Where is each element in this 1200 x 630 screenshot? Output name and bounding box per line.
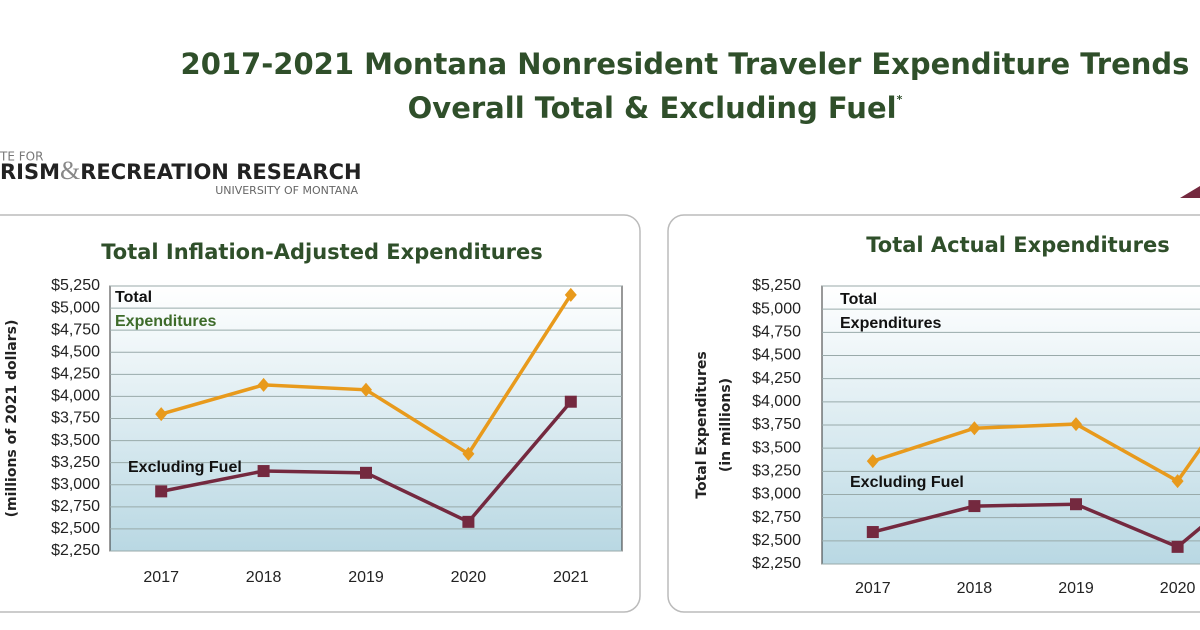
marker [462,515,475,528]
y-tick-label: $2,750 [51,498,100,515]
chart-title: Total Inflation-Adjusted Expenditures [101,240,543,264]
marker [1070,498,1082,511]
y-axis-label: (in millions) [718,378,734,472]
x-tick-label: 2019 [1058,580,1094,597]
y-tick-label: $3,000 [51,476,100,493]
footnote-mark: * [897,93,903,106]
logo-sub: UNIVERSITY OF MONTANA [215,184,358,197]
y-tick-label: $3,000 [752,486,801,503]
y-axis-label: (millions of 2021 dollars) [4,320,20,518]
y-tick-label: $2,250 [752,555,801,572]
y-tick-label: $5,250 [51,277,100,294]
y-tick-label: $2,750 [752,509,801,526]
x-tick-label: 2019 [348,569,384,586]
marker [564,395,577,408]
y-axis-label: Total Expenditures [694,351,710,498]
y-tick-label: $4,750 [51,321,100,338]
logo-amp: & [60,156,80,185]
annotation: Excluding Fuel [850,474,964,491]
subtitle-line: Overall Total & Excluding Fuel [408,91,897,125]
subtitle: Overall Total & Excluding Fuel* [408,91,903,125]
marker [257,465,270,478]
y-tick-label: $3,500 [51,432,100,449]
title: 2017-2021 Montana Nonresident Traveler E… [181,47,1190,81]
y-tick-label: $4,500 [51,343,100,360]
marker [564,287,577,302]
x-tick-label: 2018 [957,580,993,597]
marker [155,407,168,422]
marker [968,421,981,436]
marker [1070,417,1082,432]
y-tick-label: $4,000 [51,388,100,405]
chart-title: Total Actual Expenditures [866,233,1170,257]
annotation: Total [840,291,877,308]
annotation: Expenditures [840,315,941,332]
marker [360,466,372,479]
y-tick-label: $5,000 [752,300,801,317]
y-tick-label: $2,500 [51,520,100,537]
x-tick-label: 2018 [246,569,282,586]
marker [360,382,372,397]
y-tick-label: $2,250 [51,542,100,559]
title-line: 2017-2021 Montana Nonresident Traveler E… [181,47,1190,81]
marker [866,454,879,469]
y-tick-label: $4,750 [752,324,801,341]
logo-part: RISM [0,160,60,184]
annotation: Expenditures [115,313,216,330]
y-tick-label: $5,250 [752,277,801,294]
x-tick-label: 2020 [1160,580,1196,597]
marker [462,446,475,461]
y-tick-label: $4,250 [51,366,100,383]
marker [155,485,168,498]
marker [257,377,270,392]
decor [1180,186,1200,198]
y-tick-label: $3,250 [51,454,100,471]
y-tick-label: $5,000 [51,299,100,316]
y-tick-label: $4,000 [752,393,801,410]
x-tick-label: 2021 [553,569,589,586]
marker [866,526,879,539]
x-tick-label: 2017 [855,580,891,597]
x-tick-label: 2017 [143,569,179,586]
marker [968,500,981,513]
x-tick-label: 2020 [451,569,487,586]
y-tick-label: $3,750 [51,410,100,427]
y-tick-label: $4,500 [752,347,801,364]
logo-title: RISM&RECREATION RESEARCH [0,156,362,185]
logo-part: RECREATION RESEARCH [80,160,361,184]
marker [1171,474,1184,489]
y-tick-label: $3,250 [752,463,801,480]
y-tick-label: $3,750 [752,416,801,433]
y-tick-label: $3,500 [752,439,801,456]
logo-line: TE FOR [0,150,43,164]
y-tick-label: $2,500 [752,532,801,549]
marker [1171,540,1184,553]
annotation: Excluding Fuel [128,459,242,476]
annotation: Total [115,289,152,306]
y-tick-label: $4,250 [752,370,801,387]
